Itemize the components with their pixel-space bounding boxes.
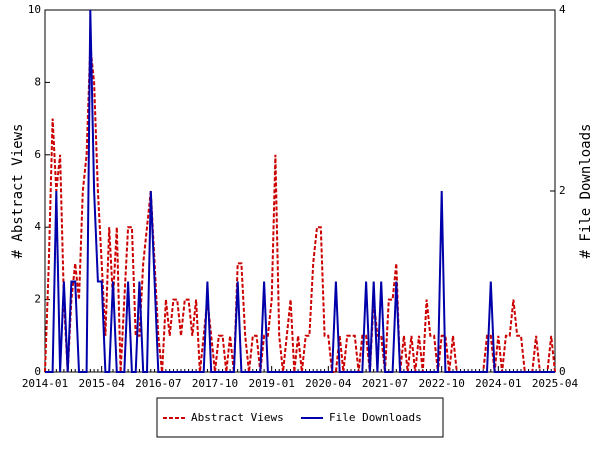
x-tick-label: 2016-07: [135, 377, 181, 390]
x-tick-label: 2017-10: [192, 377, 238, 390]
x-tick-label: 2024-01: [475, 377, 521, 390]
x-tick-label: 2025-04: [532, 377, 579, 390]
x-tick-label: 2019-01: [248, 377, 294, 390]
y-tick-label: 10: [28, 3, 41, 16]
x-tick-label: 2021-07: [362, 377, 408, 390]
series-line: [44, 46, 556, 373]
x-tick-label: 2014-01: [22, 377, 68, 390]
legend-box: [156, 397, 444, 438]
legend-label: File Downloads: [329, 411, 422, 424]
y-tick-label: 8: [34, 75, 41, 88]
y2-axis-title: # File Downloads: [578, 124, 594, 259]
x-tick-label: 2022-10: [418, 377, 464, 390]
y-axis-title: # Abstract Views: [10, 124, 26, 259]
plot-frame: [44, 9, 556, 373]
x-tick-label: 2015-04: [78, 377, 125, 390]
y2-tick-label: 4: [559, 3, 566, 16]
y-tick-label: 2: [34, 293, 41, 306]
x-tick-label: 2020-04: [305, 377, 352, 390]
y-tick-label: 6: [34, 148, 41, 161]
y2-tick-label: 2: [559, 184, 566, 197]
series-line: [45, 9, 555, 373]
legend-label: Abstract Views: [191, 411, 284, 424]
y-tick-label: 4: [34, 220, 41, 233]
y2-tick-label: 0: [559, 365, 566, 378]
y-tick-label: 0: [34, 365, 41, 378]
